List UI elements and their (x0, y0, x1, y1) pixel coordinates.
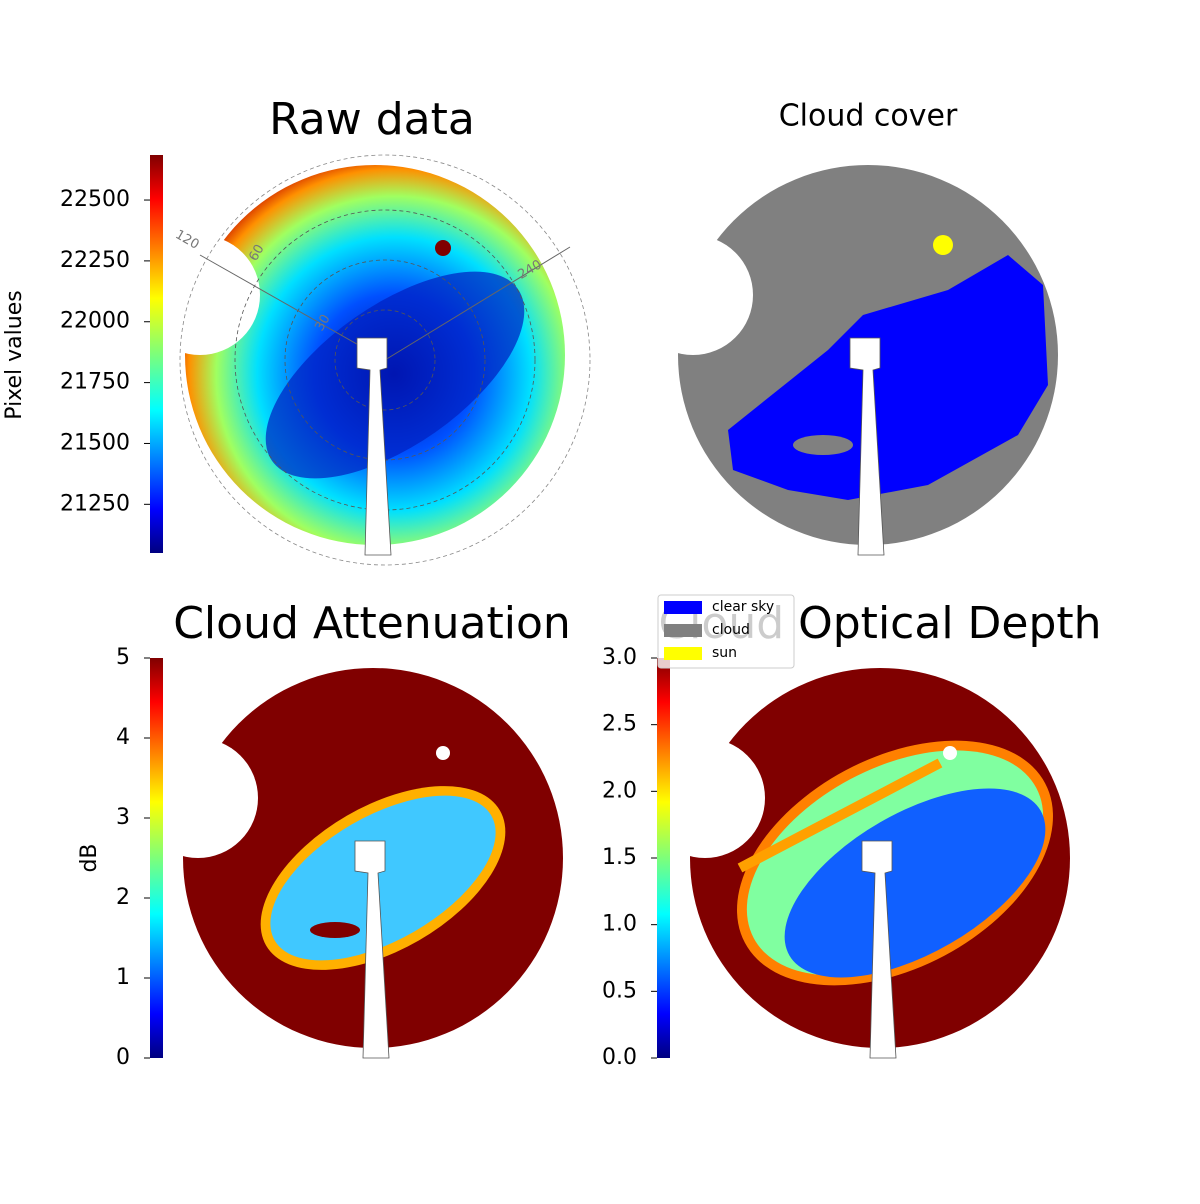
legend-label: clear sky (712, 599, 774, 615)
polar-spoke (199, 254, 386, 361)
polar-ring (179, 154, 591, 566)
panel: Cloud Attenuation 0 1 2 3 4 5 dB (77, 598, 571, 1070)
panel: Cloud cover (678, 99, 1058, 556)
colorbar-label: dB (77, 843, 102, 872)
colorbar-tick-label: 3.0 (602, 645, 637, 670)
colorbar-tick-label: 0 (116, 1045, 130, 1070)
colorbar-tick-label: 2.5 (602, 712, 637, 737)
polar-ring (334, 309, 436, 411)
colorbar-tick-label: 2 (116, 885, 130, 910)
colorbar-tick-label: 1.5 (602, 845, 637, 870)
panel-title: Cloud cover (779, 99, 958, 134)
panel-title: Cloud Attenuation (173, 598, 571, 649)
raw-sun (435, 240, 451, 256)
colorbar (150, 658, 163, 1058)
legend-label: sun (712, 645, 737, 661)
legend-swatch (664, 624, 702, 637)
sky-image (690, 668, 1070, 1048)
polar-ring (234, 209, 536, 511)
sun-mask (943, 746, 957, 760)
colorbar-tick-label: 0.0 (602, 1045, 637, 1070)
colorbar-tick-label: 0.5 (602, 978, 637, 1003)
colorbar-tick-label: 4 (116, 725, 130, 750)
pole (849, 337, 885, 556)
colorbar-tick-label: 22000 (60, 309, 130, 334)
pole (356, 337, 392, 556)
legend-swatch (664, 647, 702, 660)
od-core (784, 788, 1046, 978)
legend: clear sky cloud sun (657, 594, 795, 669)
colorbar-tick-label: 2.0 (602, 778, 637, 803)
pole (861, 840, 897, 1059)
colorbar-label: Pixel values (2, 290, 27, 419)
panel-title: Raw data (269, 94, 475, 145)
colorbar-tick-label: 5 (116, 645, 130, 670)
colorbar-tick-label: 1 (116, 965, 130, 990)
legend-label: cloud (712, 622, 750, 638)
cloud-patch (793, 435, 853, 455)
sun-area (933, 235, 953, 255)
atten-patch (310, 922, 360, 938)
colorbar-tick-label: 21750 (60, 370, 130, 395)
legend-swatch (664, 601, 702, 614)
colorbar-tick-label: 21250 (60, 491, 130, 516)
pole (354, 840, 390, 1059)
sun-mask (436, 746, 450, 760)
atten-core (270, 795, 496, 961)
polar-spoke (384, 246, 571, 361)
colorbar (657, 658, 670, 1058)
polar-label: 60 (246, 242, 267, 264)
colorbar-tick-label: 22250 (60, 248, 130, 273)
colorbar-tick-label: 1.0 (602, 912, 637, 937)
od-band (737, 758, 943, 873)
colorbar (150, 155, 163, 553)
polar-label: 30 (312, 312, 333, 334)
colorbar-tick-label: 3 (116, 805, 130, 830)
colorbar-tick-label: 21500 (60, 430, 130, 455)
colorbar-tick-label: 22500 (60, 187, 130, 212)
raw-core (265, 271, 525, 479)
